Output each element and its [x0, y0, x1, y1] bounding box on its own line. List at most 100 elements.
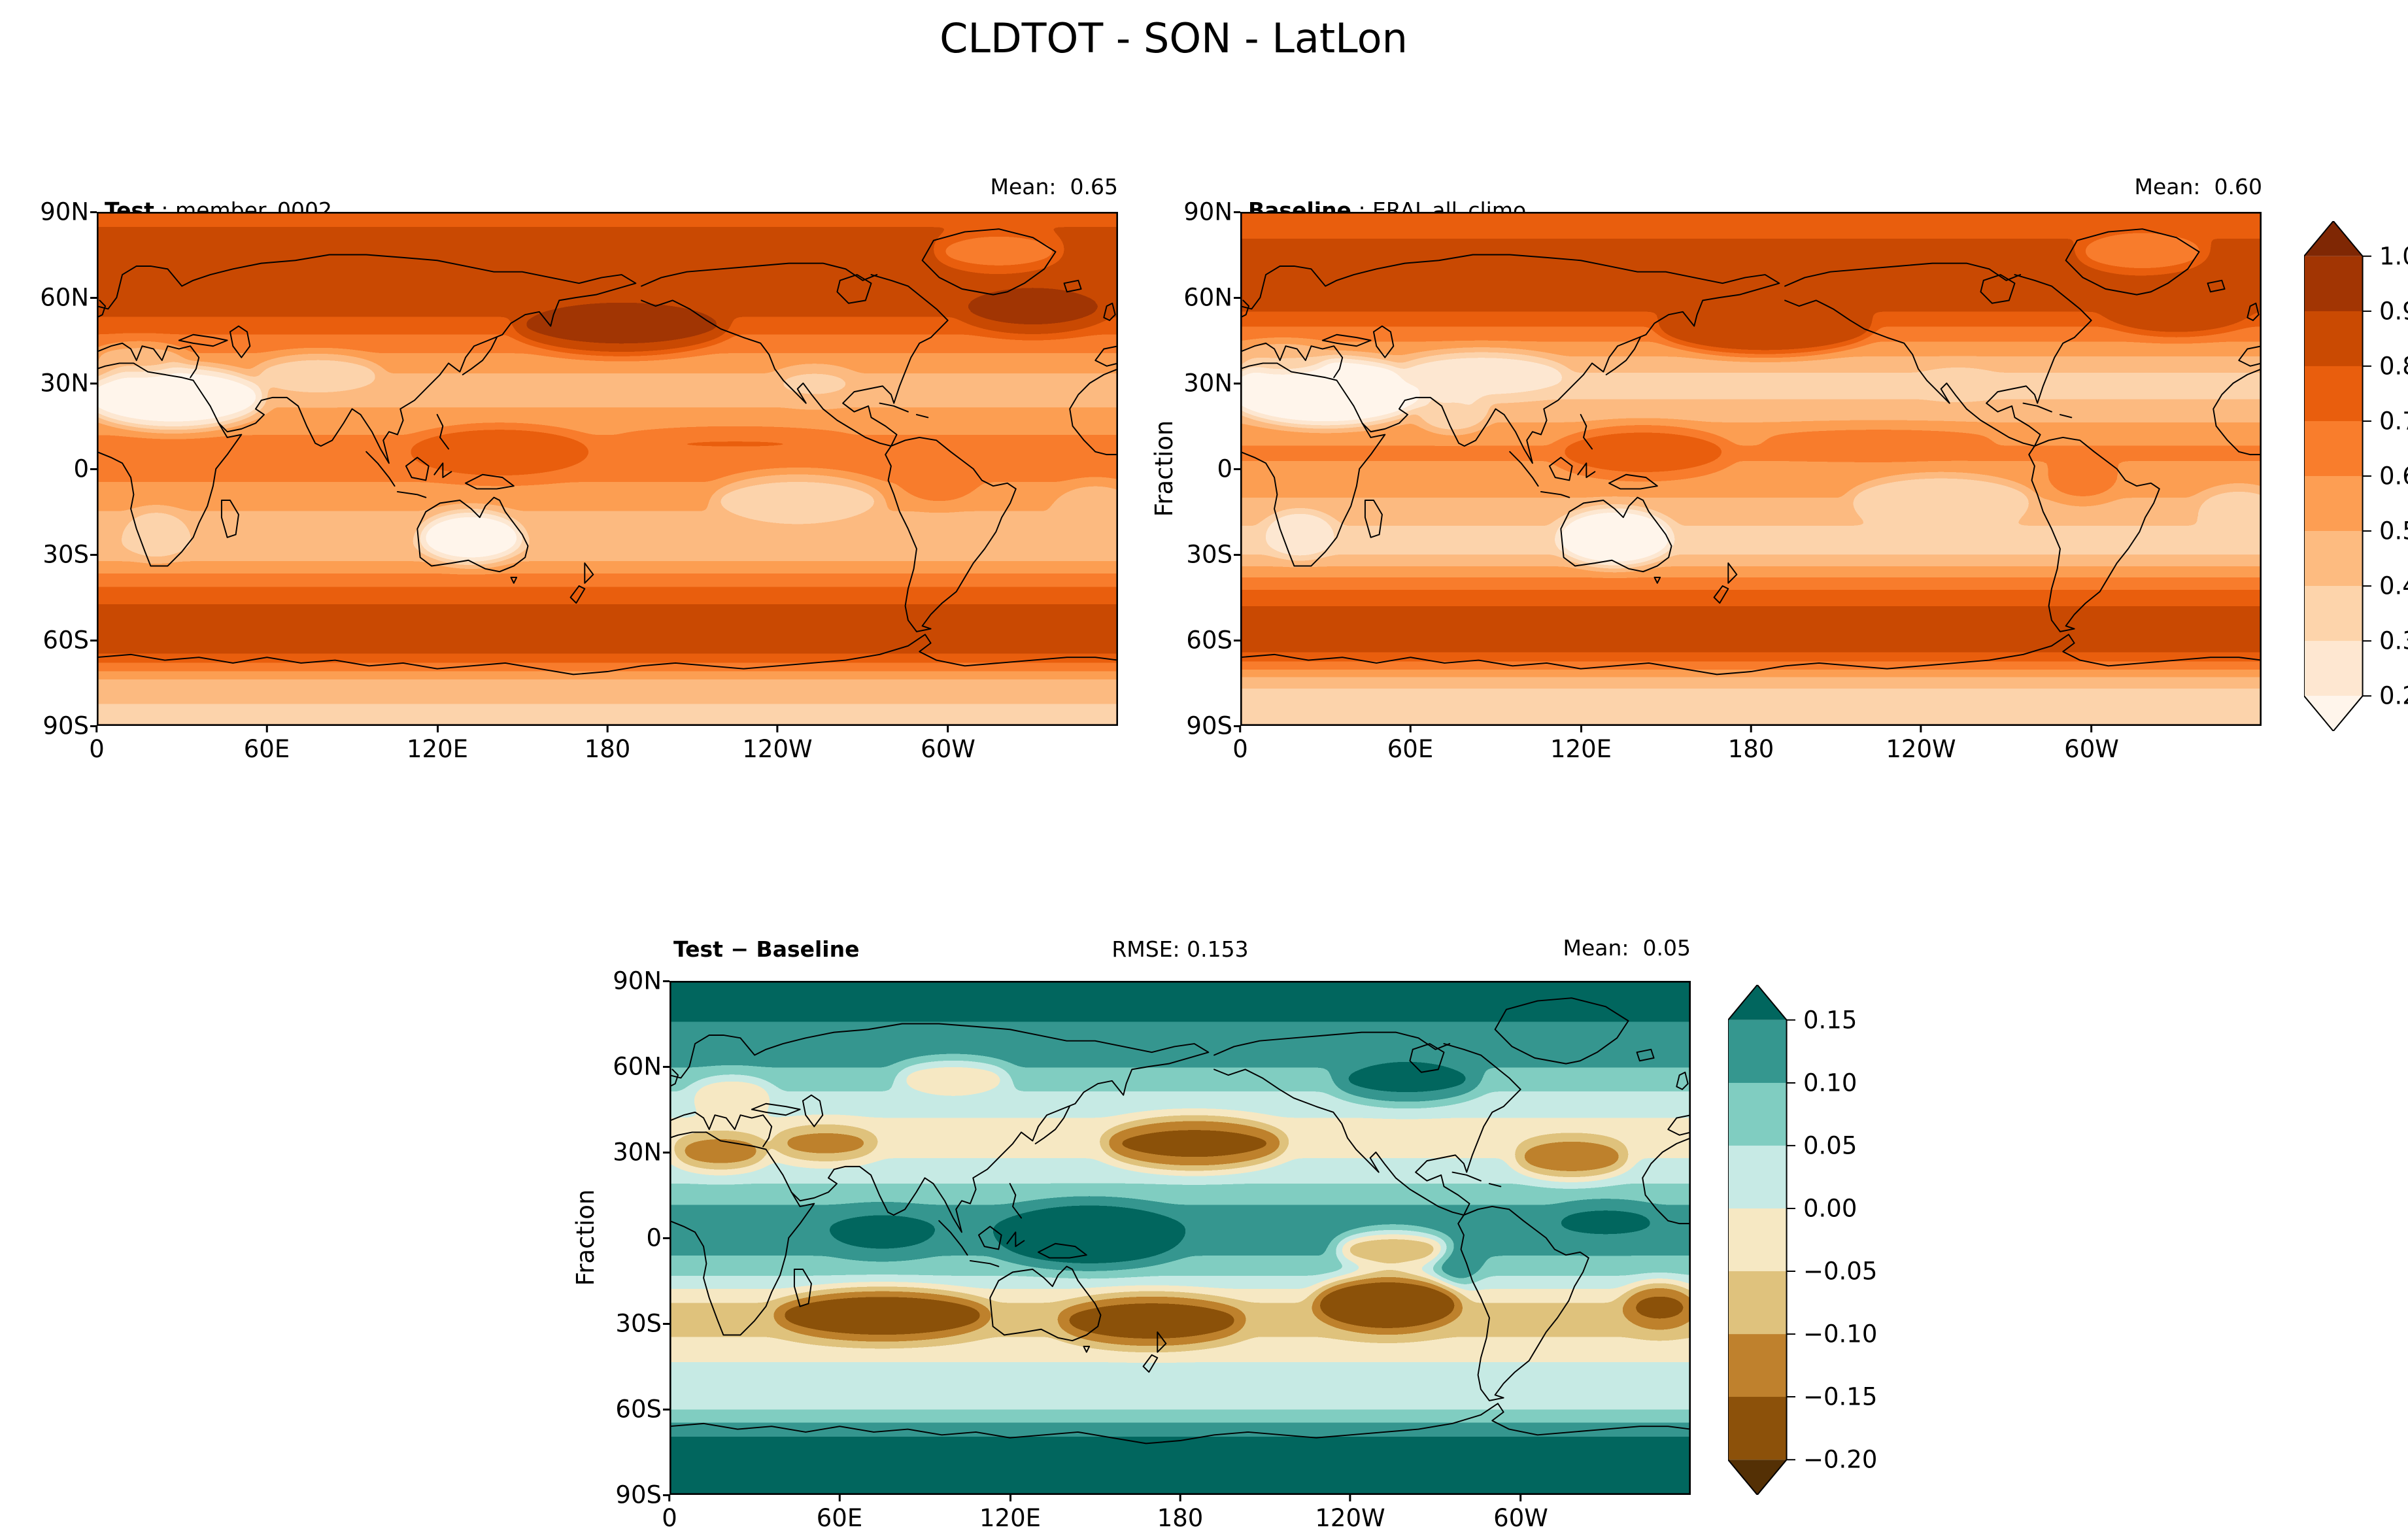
- lat-tick: 90N: [613, 967, 662, 995]
- lat-tick: 30S: [42, 540, 89, 569]
- colorbar-under-arrow: [2304, 696, 2363, 731]
- colorbar-tick-label: −0.10: [1803, 1320, 1878, 1348]
- colorbar-band: [1728, 1397, 1787, 1460]
- lat-tick: 30N: [40, 369, 89, 398]
- colorbar-tick-label: 0.3: [2379, 626, 2408, 655]
- colorbar-outline: [2304, 221, 2364, 731]
- lat-tick: 60N: [1183, 283, 1232, 312]
- colorbar-band: [2304, 420, 2363, 477]
- colorbar-over-arrow: [2304, 221, 2363, 256]
- colorbar-tick-label: 0.10: [1803, 1069, 1857, 1097]
- lat-tick: 30S: [615, 1309, 662, 1338]
- colorbar-tick-label: 1.0: [2379, 242, 2408, 271]
- colorbar-band: [2304, 586, 2363, 642]
- lon-tick: 60E: [1387, 726, 1433, 763]
- colorbar-band: [1728, 1334, 1787, 1397]
- lat-tick: 0: [73, 454, 89, 483]
- fraction-colorbar: 1.0 0.9 0.8 0.7 0.6 0.5 0.4 0.3 0.2: [2304, 221, 2408, 731]
- axes-frame: [97, 212, 1118, 726]
- baseline-map-canvas: [1240, 212, 2262, 726]
- stat-mean: Mean: 0.60: [2134, 174, 2263, 199]
- colorbar-over-arrow: [1728, 985, 1787, 1020]
- colorbar-band: [1728, 1208, 1787, 1272]
- lat-tick: 0: [1217, 454, 1232, 483]
- colorbar-tick-label: −0.20: [1803, 1445, 1878, 1474]
- lon-tick: 180: [1728, 726, 1774, 763]
- stat-mean: Mean: 0.05: [1563, 935, 1691, 961]
- colorbar-tick-label: −0.05: [1803, 1257, 1878, 1286]
- lat-tick: 60S: [1186, 626, 1232, 655]
- lon-tick: 60E: [244, 726, 290, 763]
- lon-tick: 60W: [1493, 1495, 1548, 1532]
- axes-frame: [1240, 212, 2262, 726]
- lat-tick: 60N: [40, 283, 89, 312]
- diff-colorbar: 0.15 0.10 0.05 0.00 −0.05 −0.10 −0.15 −0…: [1728, 985, 1878, 1495]
- diff-colorbar-canvas: [1728, 985, 1795, 1495]
- diff-map-canvas: [670, 981, 1691, 1495]
- lon-tick: 180: [585, 726, 631, 763]
- colorbar-tick-label: 0.6: [2379, 462, 2408, 490]
- lat-tick: 60N: [613, 1052, 662, 1081]
- lat-tick: 90S: [42, 711, 89, 740]
- colorbar-band: [1728, 1145, 1787, 1209]
- colorbar-tick-label: 0.00: [1803, 1194, 1857, 1223]
- lat-tick: 30N: [613, 1138, 662, 1167]
- lon-tick: 120W: [742, 726, 812, 763]
- figure-title: CLDTOT - SON - LatLon: [940, 14, 1408, 62]
- lon-tick: 60W: [2064, 726, 2119, 763]
- lon-tick: 120E: [1550, 726, 1612, 763]
- test-map-canvas: [97, 212, 1118, 726]
- lat-tick: 90N: [1183, 197, 1232, 226]
- lat-tick: 60S: [615, 1395, 662, 1424]
- colorbar-band: [1728, 1019, 1787, 1084]
- lon-tick: 120E: [979, 1495, 1041, 1532]
- lat-tick: 90S: [615, 1480, 662, 1509]
- stat-mean: Mean: 0.65: [990, 174, 1119, 199]
- colorbar-tick-label: 0.05: [1803, 1131, 1857, 1160]
- rmse-value: RMSE: 0.153: [1111, 936, 1249, 962]
- lon-tick: 120E: [407, 726, 468, 763]
- colorbar-band: [2304, 256, 2363, 312]
- colorbar-tick-label: 0.9: [2379, 297, 2408, 326]
- lon-tick: 120W: [1886, 726, 1956, 763]
- lat-tick: 60S: [42, 626, 89, 655]
- colorbar-band: [2304, 366, 2363, 422]
- lon-tick: 0: [89, 726, 105, 763]
- lon-tick: 120W: [1315, 1495, 1385, 1532]
- colorbar-outline: [1728, 985, 1788, 1495]
- lon-tick: 0: [1232, 726, 1248, 763]
- baseline-y-axis-label: Fraction: [1150, 420, 1178, 517]
- colorbar-tick-label: −0.15: [1803, 1382, 1878, 1411]
- lat-tick: 90S: [1186, 711, 1232, 740]
- colorbar-tick-label: 0.2: [2379, 681, 2408, 710]
- axes-frame: [670, 981, 1691, 1495]
- test-map: [97, 212, 1118, 726]
- lon-tick: 0: [662, 1495, 677, 1532]
- colorbar-band: [2304, 476, 2363, 532]
- diff-panel-header: Test − Baseline: [673, 936, 860, 962]
- colorbar-band: [2304, 641, 2363, 696]
- colorbar-tick-label: 0.7: [2379, 407, 2408, 436]
- lat-tick: 30S: [1186, 540, 1232, 569]
- colorbar-tick-label: 0.4: [2379, 572, 2408, 600]
- colorbar-under-arrow: [1728, 1460, 1787, 1495]
- fraction-colorbar-canvas: [2304, 221, 2371, 731]
- diff-map: [670, 981, 1691, 1495]
- lon-tick: 60E: [817, 1495, 862, 1532]
- lat-tick: 90N: [40, 197, 89, 226]
- colorbar-tick-label: 0.8: [2379, 352, 2408, 381]
- lon-tick: 180: [1157, 1495, 1204, 1532]
- colorbar-ticks: [2362, 255, 2371, 697]
- colorbar-tick-label: 0.15: [1803, 1006, 1857, 1035]
- baseline-map: [1240, 212, 2262, 726]
- lat-tick: 0: [646, 1223, 662, 1252]
- colorbar-ticks: [1786, 1019, 1795, 1461]
- colorbar-band: [2304, 311, 2363, 367]
- colorbar-tick-label: 0.5: [2379, 517, 2408, 545]
- colorbar-band: [1728, 1082, 1787, 1146]
- colorbar-band: [2304, 531, 2363, 587]
- lon-tick: 60W: [921, 726, 975, 763]
- diff-y-axis-label: Fraction: [571, 1189, 600, 1286]
- lat-tick: 30N: [1183, 369, 1232, 398]
